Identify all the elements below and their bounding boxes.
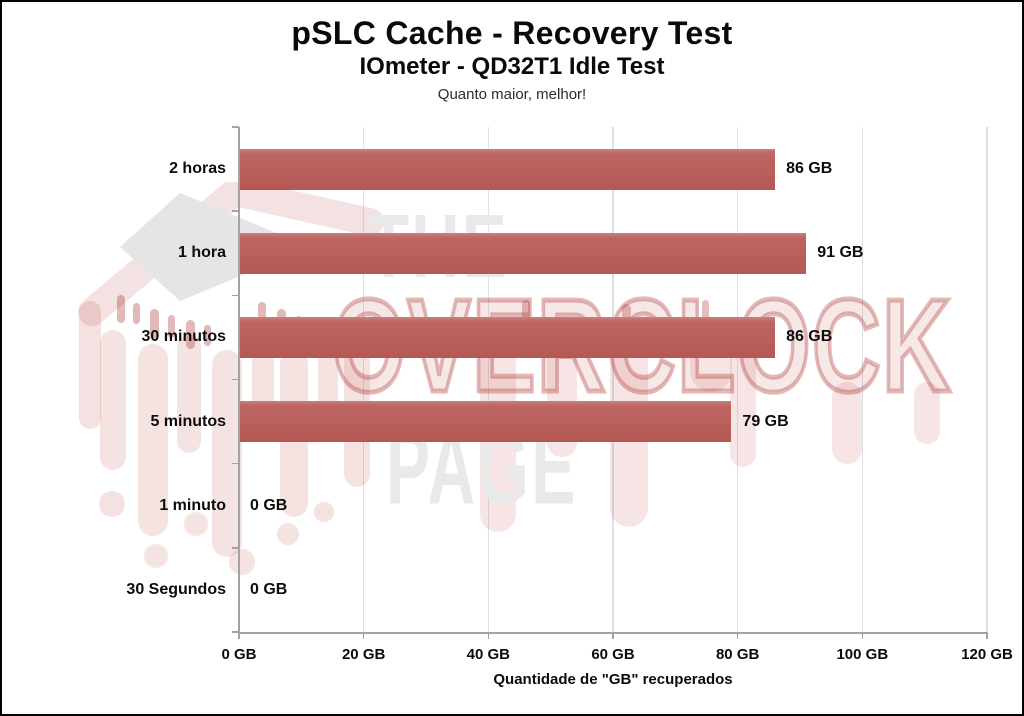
plot-area: 86 GB 91 GB 86 GB 79 GB 0 GB 0 GB — [239, 127, 987, 632]
y-tick — [232, 210, 239, 212]
y-tick — [232, 126, 239, 128]
value-label: 79 GB — [742, 412, 789, 430]
value-label: 86 GB — [786, 328, 833, 346]
x-tick — [487, 632, 490, 639]
chart-subtitle: IOmeter - QD32T1 Idle Test — [359, 53, 665, 80]
x-tick — [238, 632, 240, 639]
gridline — [736, 127, 739, 632]
x-tick-label: 40 GB — [466, 646, 510, 663]
x-tick-label: 120 GB — [961, 646, 1013, 663]
x-tick — [362, 632, 365, 639]
category-label: 1 hora — [177, 244, 226, 262]
x-tick-label: 80 GB — [715, 646, 760, 663]
x-tick — [861, 632, 864, 639]
chart-title: pSLC Cache - Recovery Test — [291, 15, 733, 51]
chart-header: pSLC Cache - Recovery Test IOmeter - QD3… — [2, 15, 1022, 104]
x-axis-title: Quantidade de "GB" recuperados — [493, 671, 733, 688]
gridline — [362, 127, 365, 632]
x-tick — [612, 632, 614, 639]
y-tick — [232, 631, 239, 633]
x-tick-label: 20 GB — [341, 646, 386, 663]
x-axis-line — [238, 632, 988, 634]
x-tick-label: 60 GB — [591, 646, 635, 663]
y-tick — [232, 294, 239, 297]
category-label: 30 Segundos — [126, 580, 226, 598]
y-tick — [232, 547, 239, 549]
gridline-layer — [239, 127, 988, 632]
value-label: 86 GB — [786, 160, 833, 178]
y-tick — [232, 378, 239, 381]
bar — [239, 232, 807, 274]
bar — [239, 316, 776, 358]
bar — [239, 148, 776, 190]
gridline — [861, 127, 864, 632]
gridline — [487, 127, 490, 632]
value-label: 0 GB — [250, 580, 288, 598]
chart-note: Quanto maior, melhor! — [437, 86, 587, 103]
y-tick — [232, 462, 239, 465]
y-axis-labels: 2 horas 1 hora 30 minutos 5 minutos 1 minuto… — [2, 127, 226, 632]
category-label: 2 horas — [169, 160, 226, 178]
bar — [239, 401, 732, 443]
value-label: 0 GB — [250, 496, 288, 514]
category-label: 30 minutos — [141, 328, 226, 346]
gridline — [986, 127, 988, 632]
x-tick-label: 0 GB — [221, 646, 257, 663]
category-label: 1 minuto — [159, 496, 226, 514]
x-tick — [986, 632, 988, 639]
x-tick — [736, 632, 739, 639]
category-label: 5 minutos — [150, 412, 226, 430]
value-label: 91 GB — [817, 244, 864, 262]
gridline — [612, 127, 614, 632]
x-tick-label: 100 GB — [836, 646, 889, 663]
